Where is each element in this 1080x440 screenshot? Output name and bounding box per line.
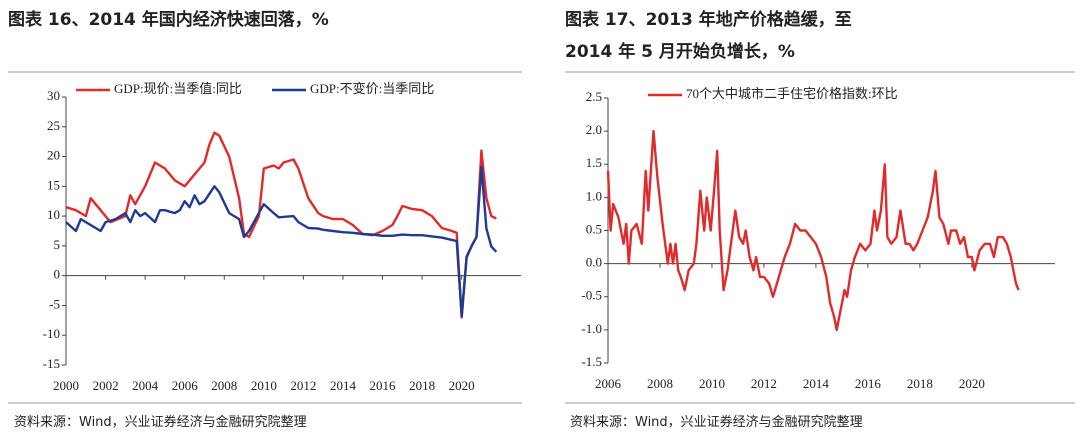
x-tick-label: 2016 bbox=[370, 378, 397, 393]
source-note: 资料来源：Wind，兴业证券经济与金融研究院整理 bbox=[14, 415, 307, 430]
x-tick-label: 2014 bbox=[803, 376, 830, 391]
y-tick-label: -5 bbox=[49, 296, 60, 311]
y-tick-label: 10 bbox=[47, 207, 60, 222]
y-tick-label: 0.0 bbox=[586, 255, 602, 270]
y-tick-label: 1.0 bbox=[586, 188, 602, 203]
y-tick-label: -0.5 bbox=[581, 288, 602, 303]
y-tick-label: -10 bbox=[43, 326, 60, 341]
series-line bbox=[606, 129, 1020, 332]
y-tick-label: -15 bbox=[43, 356, 60, 371]
y-tick-label: 30 bbox=[47, 88, 60, 103]
x-tick-label: 2020 bbox=[449, 378, 475, 393]
source-note: 资料来源：Wind，兴业证券经济与金融研究院整理 bbox=[570, 415, 863, 430]
y-tick-label: -1.0 bbox=[581, 321, 602, 336]
x-tick-label: 2006 bbox=[595, 376, 622, 391]
x-tick-label: 2016 bbox=[855, 376, 882, 391]
y-tick-label: 2.5 bbox=[586, 89, 602, 104]
series-line bbox=[65, 131, 497, 319]
legend-label: GDP:不变价:当季同比 bbox=[310, 81, 434, 96]
x-tick-label: 2014 bbox=[330, 378, 357, 393]
x-tick-label: 2018 bbox=[409, 378, 435, 393]
y-tick-label: 2.0 bbox=[586, 122, 602, 137]
y-tick-label: 1.5 bbox=[586, 155, 602, 170]
y-tick-label: -1.5 bbox=[581, 354, 602, 369]
legend-label: GDP:现价:当季值:同比 bbox=[114, 81, 242, 96]
x-tick-label: 2004 bbox=[132, 378, 159, 393]
y-tick-label: 0 bbox=[54, 267, 61, 282]
x-tick-label: 2010 bbox=[699, 376, 725, 391]
x-tick-label: 2002 bbox=[93, 378, 119, 393]
legend-label: 70个大中城市二手住宅价格指数:环比 bbox=[686, 86, 898, 101]
series-line bbox=[65, 165, 498, 318]
chart-title: 图表 17、2013 年地产价格趋缓，至 2014 年 5 月开始负增长，% bbox=[565, 10, 852, 62]
y-tick-label: 15 bbox=[47, 177, 60, 192]
x-tick-label: 2008 bbox=[647, 376, 673, 391]
x-tick-label: 2000 bbox=[53, 378, 79, 393]
x-tick-label: 2020 bbox=[959, 376, 985, 391]
x-tick-label: 2018 bbox=[907, 376, 933, 391]
y-tick-label: 5 bbox=[54, 237, 61, 252]
chart-title: 图表 16、2014 年国内经济快速回落，% bbox=[8, 10, 329, 30]
x-tick-label: 2006 bbox=[172, 378, 199, 393]
x-tick-label: 2008 bbox=[211, 378, 237, 393]
y-tick-label: 25 bbox=[47, 118, 60, 133]
x-tick-label: 2010 bbox=[251, 378, 277, 393]
x-tick-label: 2012 bbox=[290, 378, 316, 393]
y-tick-label: 20 bbox=[47, 148, 60, 163]
y-tick-label: 0.5 bbox=[586, 221, 602, 236]
x-tick-label: 2012 bbox=[751, 376, 777, 391]
